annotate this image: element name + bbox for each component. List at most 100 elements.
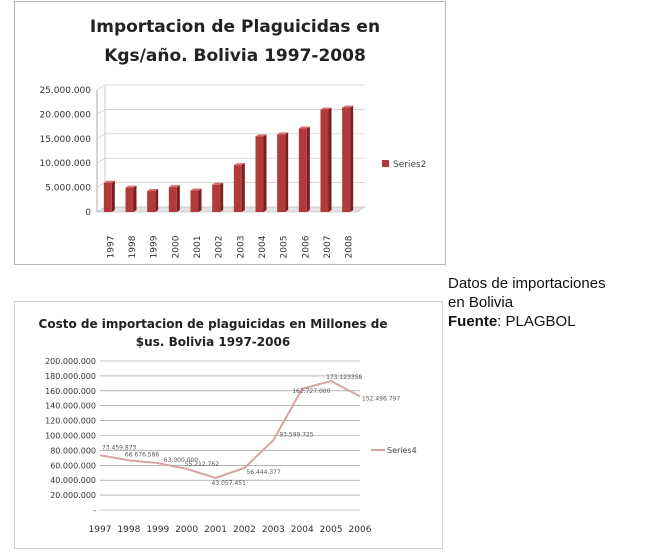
bar-top: [320, 107, 332, 110]
bar: [320, 109, 329, 212]
bar: [125, 187, 134, 212]
note-source-sep: :: [497, 313, 506, 330]
bar-chart-ytick-label: 0: [85, 208, 91, 218]
line-chart-data-label: 66.676.586: [125, 451, 160, 458]
bar-chart-legend: Series2: [382, 160, 426, 170]
bar-chart-xtick-label: 1997: [106, 236, 116, 259]
bar-side: [133, 185, 137, 212]
line-chart-data-label: 162.727.000: [292, 388, 330, 395]
bar-chart-xtick-label: 2002: [215, 236, 225, 259]
line-chart-costo-importacion: Costo de importacion de plaguicidas en M…: [14, 301, 443, 549]
line-chart-data-label: 56.444.377: [246, 469, 281, 476]
line-chart-title-line2: $us. Bolivia 1997-2006: [136, 335, 290, 349]
bar: [190, 190, 199, 212]
note-line2: en Bolivia: [448, 294, 514, 311]
line-chart-ytick-label: 180.000.000: [45, 372, 96, 381]
bar-chart-xtick-label: 2003: [236, 236, 246, 259]
bar-chart-xtick-label: 2005: [280, 236, 290, 259]
line-chart-ytick-label: 200.000.000: [45, 357, 96, 366]
note-source: Fuente: PLAGBOL: [448, 312, 648, 331]
bar-top: [147, 189, 159, 192]
bar-side: [350, 105, 354, 212]
line-chart-plot: - 20.000.000 40.000.000 60.000.000 80.000.00…: [45, 357, 400, 535]
bar-side: [263, 134, 267, 212]
bar-side: [198, 188, 202, 212]
bar: [212, 184, 221, 212]
bar-chart-xtick-label: 2006: [301, 235, 311, 258]
bar-top: [298, 126, 310, 129]
bar-chart-legend-label: Series2: [393, 160, 426, 170]
bar-chart-svg: Importacion de Plaguicidas en Kgs/año. B…: [39, 17, 426, 259]
line-chart-ytick-label: 120.000.000: [45, 417, 96, 426]
bar-top: [103, 180, 115, 183]
bar-chart-xtick-label: 2004: [258, 235, 268, 258]
bar-side: [306, 126, 310, 212]
bar-top: [212, 182, 224, 185]
line-chart-ytick-label: 80.000.000: [50, 446, 96, 455]
bar-chart-legend-swatch: [382, 160, 389, 167]
line-chart-ytick-label: 20.000.000: [50, 491, 96, 500]
bar: [233, 165, 242, 212]
line-chart-ytick-label: -: [93, 506, 96, 515]
line-chart-legend: Series4: [371, 446, 417, 455]
line-chart-data-label: 43.057.451: [212, 480, 247, 487]
line-chart-xtick-label: 2003: [262, 525, 285, 535]
line-chart-data-label: 63.000.000: [164, 457, 199, 464]
note-source-value: PLAGBOL: [505, 313, 576, 330]
line-chart-xtick-label: 2000: [175, 525, 198, 535]
bar-chart-ytick-label: 10.000.000: [39, 159, 91, 169]
bar: [342, 107, 351, 212]
bar-chart-gridline-side: [96, 84, 106, 91]
bar-chart-title-line1: Importacion de Plaguicidas en: [90, 17, 380, 37]
note-source-label: Fuente: [448, 313, 498, 330]
bar-top: [277, 132, 289, 135]
line-chart-data-label: 173.123358: [326, 374, 362, 381]
bar-chart-ytick-label: 5.000.000: [45, 184, 91, 194]
bar: [103, 182, 112, 212]
bar-top: [190, 188, 202, 191]
line-chart-xtick-label: 2002: [233, 525, 256, 535]
line-chart-ytick-label: 60.000.000: [50, 461, 96, 470]
bar-chart-ytick-label: 20.000.000: [39, 110, 91, 120]
bar-side: [241, 163, 245, 212]
bar-chart-xtick-label: 1998: [128, 235, 138, 258]
line-chart-xtick-label: 2001: [204, 525, 227, 535]
bar: [168, 187, 177, 212]
line-chart-xtick-label: 2005: [320, 525, 343, 535]
bar-top: [233, 163, 245, 166]
bar-chart-xtick-label: 2000: [171, 235, 181, 258]
bar-side: [111, 180, 115, 212]
line-chart-ytick-label: 40.000.000: [50, 476, 96, 485]
note-line1: Datos de importaciones: [448, 275, 606, 292]
line-chart-data-label: 152.496.797: [362, 395, 400, 402]
line-chart-title-line1: Costo de importacion de plaguicidas en M…: [39, 317, 388, 331]
bar-top: [168, 185, 180, 188]
bar-chart-title-line2: Kgs/año. Bolivia 1997-2008: [104, 46, 366, 66]
line-chart-xtick-label: 2004: [291, 525, 314, 535]
bar-chart-gridline-side: [96, 133, 106, 140]
bar-chart-gridline-side: [96, 182, 106, 188]
bar: [298, 128, 307, 212]
bar: [147, 191, 156, 212]
bar: [255, 136, 264, 212]
line-chart-ytick-label: 100.000.000: [45, 432, 96, 441]
bar-side: [176, 185, 180, 212]
line-chart-legend-label: Series4: [387, 446, 417, 455]
bar-side: [220, 182, 224, 212]
bar-top: [125, 185, 137, 188]
bar-side: [155, 189, 159, 212]
bar-chart-xtick-label: 1999: [150, 235, 160, 258]
bar-chart-xtick-label: 2008: [345, 235, 355, 258]
line-chart-svg: Costo de importacion de plaguicidas en M…: [39, 317, 417, 535]
line-chart-data-label: 55.212.762: [185, 461, 220, 468]
bar-top: [342, 105, 354, 108]
bar-chart-xtick-label: 2001: [193, 236, 203, 259]
line-chart-data-label: 93.599.725: [279, 431, 314, 438]
bar-chart-ytick-label: 25.000.000: [39, 86, 91, 96]
line-chart-series-line: [99, 379, 361, 479]
bar-chart-importacion-kgs: Importacion de Plaguicidas en Kgs/año. B…: [14, 1, 446, 265]
line-chart-xtick-label: 1998: [117, 525, 140, 535]
bar-chart-gridline-side: [96, 157, 106, 164]
line-chart-ytick-label: 140.000.000: [45, 402, 96, 411]
line-chart-xtick-label: 2006: [349, 525, 372, 535]
